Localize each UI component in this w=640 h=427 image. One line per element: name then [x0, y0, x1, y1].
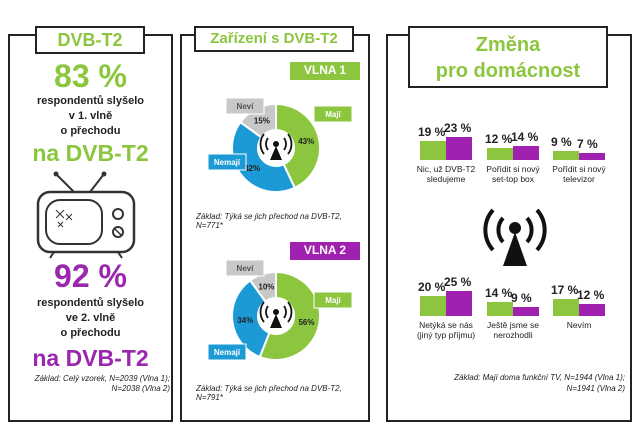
pie-value-label: 15%	[254, 116, 270, 125]
bar-value-label: 12 %	[485, 132, 513, 146]
middle-footnote1: Základ: Týká se jich přechod na DVB-T2, …	[196, 212, 342, 230]
legend-maji-box	[313, 105, 353, 123]
right-title-line1: Změna	[475, 34, 541, 56]
bar-wave2	[446, 291, 472, 316]
bar-wave2	[579, 304, 605, 316]
pie-value-label: 10%	[258, 283, 274, 292]
bar-category-label: Pořídit si nový set-top box	[486, 164, 540, 184]
pie-value-label: 34%	[237, 316, 253, 325]
bar-wave1	[487, 148, 513, 160]
legend-maji-box	[313, 291, 353, 309]
wave1-badge: VLNA 1	[290, 62, 360, 80]
bar-category-label: Nevím	[566, 320, 592, 330]
bar-value-label: 19 %	[418, 125, 446, 139]
bar-wave1	[420, 296, 446, 316]
right-title: Změna pro domácnost	[408, 26, 608, 88]
pie-value-label: 43%	[298, 137, 314, 146]
middle-footnote2: Základ: Týká se jich přechod na DVB-T2, …	[196, 384, 342, 402]
bar-value-label: 17 %	[551, 283, 579, 297]
pie-value-label: 56%	[298, 318, 314, 327]
right-title-line2: pro domácnost	[435, 60, 581, 82]
wave1-text-line1: respondentů slyšelo	[37, 95, 144, 107]
legend-nemaji-box	[207, 343, 247, 361]
left-title: DVB-T2	[35, 26, 145, 54]
bar-value-label: 14 %	[511, 130, 539, 144]
wave1-text-line2: v 1. vlně	[68, 110, 113, 122]
middle-title: Zařízení s DVB-T2	[194, 26, 354, 52]
bar-category-label: Netýká se nás (jiný typ příjmu)	[416, 320, 476, 340]
pie-chart-wave1: 43% 42% 15% Neví Mají Nemají	[207, 97, 353, 193]
bar-wave1	[420, 141, 446, 160]
bar-value-label: 23 %	[444, 121, 472, 135]
wave2-text: respondentů slyšelo ve 2. vlně o přechod…	[10, 296, 171, 341]
legend-nemaji: Nemají	[214, 158, 241, 167]
pie-slice-neví	[248, 270, 277, 303]
legend-nevi-box	[225, 259, 265, 277]
pie-value-label: 42%	[244, 164, 260, 173]
left-footnote-line1: Základ: Celý vzorek, N=2039 (Vlna 1);	[34, 374, 170, 383]
bar-category-label: Pořídit si nový televizor	[552, 164, 606, 184]
broadcast-antenna-icon	[259, 301, 293, 328]
broadcast-antenna-icon	[259, 133, 293, 160]
bar-wave1	[553, 151, 579, 160]
wave2-text-line3: o přechodu	[60, 327, 121, 339]
right-footnote: Základ: Mají doma funkční TV, N=1944 (Vl…	[400, 372, 625, 394]
pie-slice-mají	[258, 270, 321, 361]
wave1-text-line3: o přechodu	[60, 125, 121, 137]
bar-wave2	[513, 146, 539, 160]
wave2-text-line2: ve 2. vlně	[65, 312, 116, 324]
legend-maji: Mají	[325, 296, 341, 305]
bar-wave2	[513, 307, 539, 316]
wave2-big-text: na DVB-T2	[32, 345, 149, 371]
bar-value-label: 25 %	[444, 275, 472, 289]
wave2-text-line1: respondentů slyšelo	[37, 297, 144, 309]
wave1-percent: 83 %	[54, 58, 127, 94]
pie-slice-nemají	[231, 120, 297, 193]
broadcast-antenna-icon	[483, 208, 547, 266]
legend-nemaji: Nemají	[214, 348, 241, 357]
wave1-text: respondentů slyšelo v 1. vlně o přechodu	[10, 94, 171, 139]
bar-value-label: 20 %	[418, 280, 446, 294]
right-footnote-line2: N=1941 (Vlna 2)	[566, 384, 625, 393]
tv-icon	[36, 171, 136, 259]
bar-wave2	[446, 137, 472, 160]
legend-nemaji-box	[207, 153, 247, 171]
bar-category-label: Nic, už DVB-T2 sledujeme	[416, 164, 476, 184]
pie-slice-nemají	[231, 279, 271, 359]
bar-value-label: 9 %	[551, 135, 572, 149]
bar-value-label: 12 %	[577, 288, 605, 302]
bar-value-label: 7 %	[577, 137, 598, 151]
bar-wave2	[579, 153, 605, 160]
wave2-percent: 92 %	[54, 258, 127, 294]
right-footnote-line1: Základ: Mají doma funkční TV, N=1944 (Vl…	[454, 373, 625, 382]
bar-value-label: 9 %	[511, 291, 532, 305]
legend-maji: Mají	[325, 110, 341, 119]
legend-nevi: Neví	[237, 102, 255, 111]
bar-wave1	[487, 302, 513, 316]
bar-value-label: 14 %	[485, 286, 513, 300]
legend-nevi: Neví	[237, 264, 255, 273]
pie-chart-wave2: 56% 34% 10% Neví Mají Nemají	[207, 259, 353, 361]
wave1-big-text: na DVB-T2	[32, 140, 149, 166]
bar-category-label: Ještě jsme se nerozhodli	[487, 320, 539, 340]
left-footnote-line2: N=2038 (Vlna 2)	[111, 384, 170, 393]
legend-nevi-box	[225, 97, 265, 115]
left-footnote: Základ: Celý vzorek, N=2039 (Vlna 1); N=…	[20, 374, 170, 394]
bar-wave1	[553, 299, 579, 316]
wave2-badge: VLNA 2	[290, 242, 360, 260]
